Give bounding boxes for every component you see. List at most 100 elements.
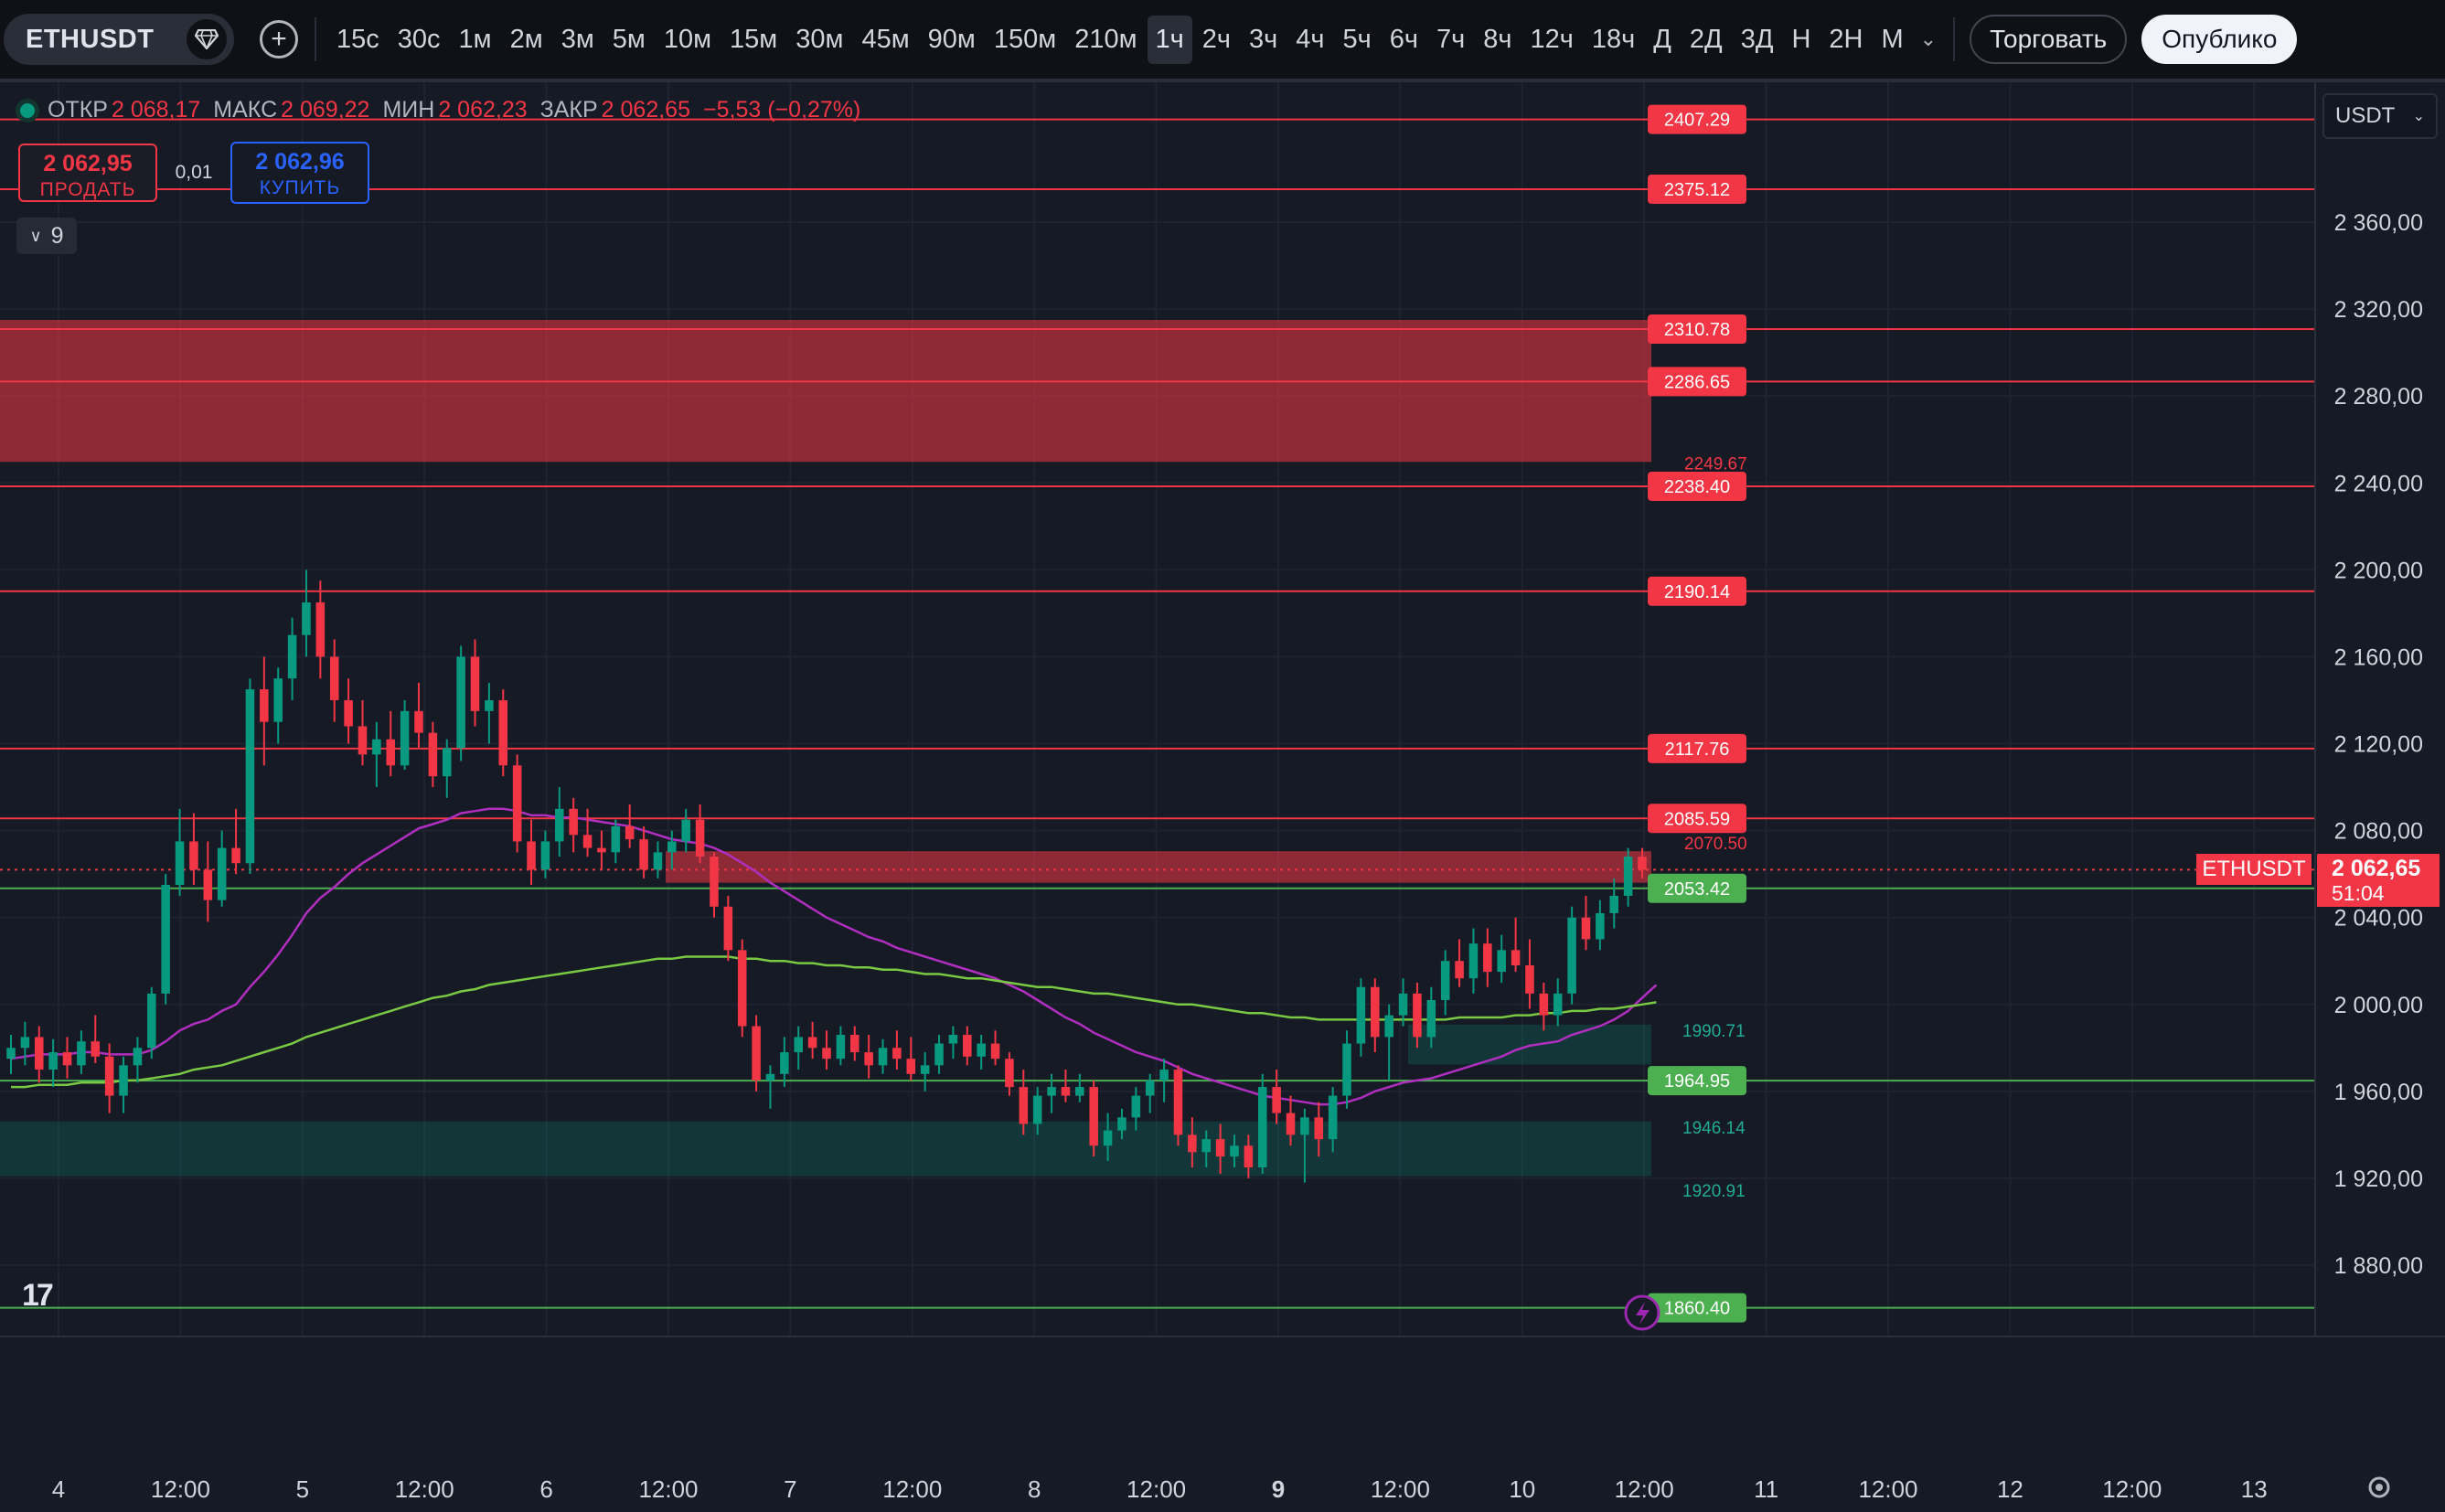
candle-body bbox=[344, 699, 353, 727]
interval-14[interactable]: 2ч bbox=[1201, 24, 1232, 54]
interval-20[interactable]: 8ч bbox=[1483, 24, 1512, 54]
candle-body bbox=[161, 885, 170, 994]
price-tick-label: 1 920,00 bbox=[2334, 1166, 2423, 1192]
price-axis[interactable]: 1 880,00 1 920,00 1 960,00 2 000,00 2 040,00… bbox=[2314, 82, 2445, 1336]
demand-zone bbox=[1408, 1024, 1651, 1065]
interval-22[interactable]: 18ч bbox=[1591, 24, 1636, 54]
candle-body bbox=[765, 1073, 775, 1081]
time-tick-label: 5 bbox=[296, 1475, 309, 1503]
resistance-level-tag[interactable] bbox=[1648, 472, 1746, 502]
resistance-level-tag[interactable] bbox=[1648, 175, 1746, 205]
candle-body bbox=[203, 869, 213, 900]
currency-value: USDT bbox=[2335, 103, 2396, 128]
level-labels[interactable]: 2249.672070.501990.711972.371946.141920.… bbox=[1648, 104, 1747, 1323]
buy-button[interactable]: 2 062,96 КУПИТЬ bbox=[230, 142, 369, 204]
resistance-level-tag-text: 2238.40 bbox=[1664, 477, 1730, 497]
candle-body bbox=[1398, 993, 1408, 1016]
interval-25[interactable]: 3Д bbox=[1740, 24, 1774, 54]
interval-16[interactable]: 4ч bbox=[1296, 24, 1325, 54]
settings-gear-icon[interactable] bbox=[2368, 1476, 2390, 1498]
time-axis[interactable]: 4 12:00 5 12:00 6 12:00 7 12:00 8 12:00 9 12:00 10 12… bbox=[0, 1336, 2445, 1512]
candle-body bbox=[1553, 993, 1563, 1016]
tradingview-logo-icon[interactable]: 17 bbox=[22, 1278, 54, 1313]
interval-0[interactable]: 15с bbox=[336, 24, 379, 54]
interval-23[interactable]: Д bbox=[1653, 24, 1671, 54]
candle-body bbox=[1244, 1145, 1254, 1168]
candle-body bbox=[737, 950, 747, 1027]
interval-15[interactable]: 3ч bbox=[1249, 24, 1278, 54]
candle-body bbox=[1300, 1117, 1309, 1135]
order-panel: 2 062,95 ПРОДАТЬ 0,01 2 062,96 КУПИТЬ bbox=[18, 142, 369, 204]
interval-4[interactable]: 3м bbox=[561, 24, 594, 54]
interval-1[interactable]: 30с bbox=[397, 24, 441, 54]
moving-average-line bbox=[10, 807, 1658, 1106]
resistance-level-tag[interactable] bbox=[1648, 104, 1746, 134]
interval-19[interactable]: 7ч bbox=[1436, 24, 1466, 54]
support-level-tag[interactable] bbox=[1648, 1066, 1746, 1096]
candle-body bbox=[1075, 1087, 1084, 1096]
interval-27[interactable]: 2Н bbox=[1829, 24, 1863, 54]
price-tick-label: 2 200,00 bbox=[2334, 558, 2423, 583]
compare-symbol-plus-icon[interactable]: + bbox=[260, 20, 298, 59]
interval-13[interactable]: 1ч bbox=[1147, 15, 1192, 64]
candle-body bbox=[1032, 1095, 1042, 1124]
zone-label: 2249.67 bbox=[1684, 454, 1747, 474]
interval-18[interactable]: 6ч bbox=[1389, 24, 1419, 54]
resistance-level-tag[interactable] bbox=[1648, 576, 1746, 606]
time-tick-label: 10 bbox=[1509, 1475, 1535, 1503]
interval-26[interactable]: Н bbox=[1791, 24, 1811, 54]
diamond-icon[interactable] bbox=[187, 19, 227, 59]
publish-button[interactable]: Опублико bbox=[2141, 15, 2298, 64]
candle-body bbox=[456, 656, 465, 749]
interval-2[interactable]: 1м bbox=[458, 24, 492, 54]
resistance-level-tag-text: 2085.59 bbox=[1664, 809, 1730, 829]
candle-body bbox=[77, 1041, 86, 1066]
candle-body bbox=[1145, 1080, 1155, 1096]
interval-list: 15с 30с 1м 2м 3м 5м 10м 15м 30м 45м 90м 150м 210м 1ч 2… bbox=[327, 15, 1913, 64]
sell-button[interactable]: 2 062,95 ПРОДАТЬ bbox=[18, 144, 157, 202]
interval-5[interactable]: 5м bbox=[612, 24, 646, 54]
trade-button[interactable]: Торговать bbox=[1970, 15, 2128, 64]
toolbar-divider bbox=[315, 17, 316, 61]
interval-8[interactable]: 30м bbox=[795, 24, 844, 54]
indicators-count: 9 bbox=[50, 222, 64, 249]
resistance-level-tag[interactable] bbox=[1648, 733, 1746, 763]
interval-28[interactable]: М bbox=[1881, 24, 1904, 54]
resistance-level-tag[interactable] bbox=[1648, 804, 1746, 834]
candle-body bbox=[260, 689, 269, 722]
candle-body bbox=[1384, 1015, 1393, 1038]
interval-12[interactable]: 210м bbox=[1074, 24, 1137, 54]
interval-24[interactable]: 2Д bbox=[1689, 24, 1723, 54]
candle-body bbox=[1455, 961, 1464, 979]
support-level-tag[interactable] bbox=[1648, 873, 1746, 903]
candle-body bbox=[1215, 1139, 1225, 1157]
interval-17[interactable]: 5ч bbox=[1342, 24, 1372, 54]
candle-body bbox=[1173, 1070, 1183, 1135]
interval-3[interactable]: 2м bbox=[509, 24, 543, 54]
candle-body bbox=[582, 835, 593, 848]
interval-6[interactable]: 10м bbox=[663, 24, 712, 54]
interval-11[interactable]: 150м bbox=[993, 24, 1057, 54]
interval-9[interactable]: 45м bbox=[861, 24, 910, 54]
resistance-level-tag[interactable] bbox=[1648, 314, 1746, 345]
interval-7[interactable]: 15м bbox=[730, 24, 778, 54]
resistance-level-tag-text: 2190.14 bbox=[1664, 582, 1730, 602]
horizontal-levels[interactable] bbox=[0, 118, 2315, 1309]
indicators-toggle-button[interactable]: ∨ 9 bbox=[16, 218, 77, 254]
time-tick-label: 12:00 bbox=[1371, 1475, 1430, 1503]
candle-body bbox=[780, 1052, 789, 1074]
candle-body bbox=[667, 841, 677, 853]
interval-10[interactable]: 90м bbox=[927, 24, 976, 54]
supply-zone bbox=[0, 319, 1651, 463]
currency-select[interactable]: USDT ⌄ bbox=[2322, 93, 2438, 139]
support-level-tag-text: 2053.42 bbox=[1664, 879, 1730, 900]
symbol-search[interactable]: ETHUSDT bbox=[4, 14, 234, 65]
ohlc-legend: ОТКР 2 068,17 МАКС 2 069,22 МИН 2 062,23… bbox=[20, 97, 873, 123]
interval-dropdown-chevron-icon[interactable]: ⌄ bbox=[1919, 27, 1938, 50]
support-level-tag[interactable] bbox=[1648, 1293, 1746, 1323]
alert-icon[interactable] bbox=[1624, 1294, 1660, 1331]
interval-21[interactable]: 12ч bbox=[1530, 24, 1574, 54]
resistance-level-tag[interactable] bbox=[1648, 367, 1746, 397]
candle-body bbox=[1314, 1117, 1324, 1140]
